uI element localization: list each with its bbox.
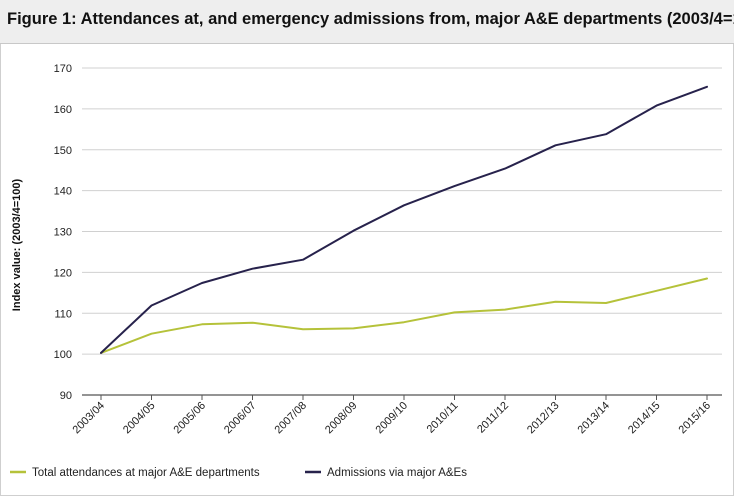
grid-lines [82, 67, 722, 396]
title-bar: Figure 1: Attendances at, and emergency … [0, 0, 734, 44]
series-line-2 [100, 85, 708, 354]
x-tick-label: 2010/11 [425, 400, 461, 436]
x-tick-label: 2009/10 [374, 400, 411, 437]
x-tick-label: 2003/04 [71, 400, 108, 437]
chart-title: Figure 1: Attendances at, and emergency … [7, 10, 734, 28]
x-tick-label: 2011/12 [475, 400, 511, 436]
y-tick-label: 160 [54, 104, 72, 116]
x-tick-label: 2007/08 [273, 400, 310, 437]
y-tick-label: 100 [54, 349, 72, 361]
y-tick-label: 120 [54, 267, 72, 279]
series-lines [100, 85, 708, 354]
x-tick-label: 2005/06 [172, 400, 209, 437]
x-tick-label: 2012/13 [525, 400, 562, 437]
x-tick-label: 2014/15 [626, 400, 663, 437]
series-line-1 [100, 277, 708, 354]
y-tick-label: 140 [54, 186, 72, 198]
x-tick-label: 2008/09 [323, 400, 360, 437]
legend-label-1: Total attendances at major A&E departmen… [32, 467, 260, 479]
y-tick-label: 90 [60, 390, 72, 402]
y-tick-label: 130 [54, 227, 72, 239]
x-tick-label: 2015/16 [677, 400, 714, 437]
y-tick-labels: 90 100 110 120 130 140 150 160 170 [54, 63, 72, 402]
legend-label-2: Admissions via major A&Es [327, 467, 467, 479]
y-axis-label: Index value: (2003/4=100) [11, 178, 23, 311]
y-tick-label: 110 [54, 308, 72, 320]
x-tick-label: 2006/07 [222, 400, 259, 437]
y-tick-label: 150 [54, 145, 72, 157]
x-tick-label: 2004/05 [121, 400, 158, 437]
x-tick-label: 2013/14 [576, 400, 613, 437]
y-tick-label: 170 [54, 63, 72, 75]
x-tick-labels: 2003/04 2004/05 2005/06 2006/07 2007/08 2008/… [71, 395, 714, 437]
legend: Total attendances at major A&E departmen… [10, 467, 467, 479]
